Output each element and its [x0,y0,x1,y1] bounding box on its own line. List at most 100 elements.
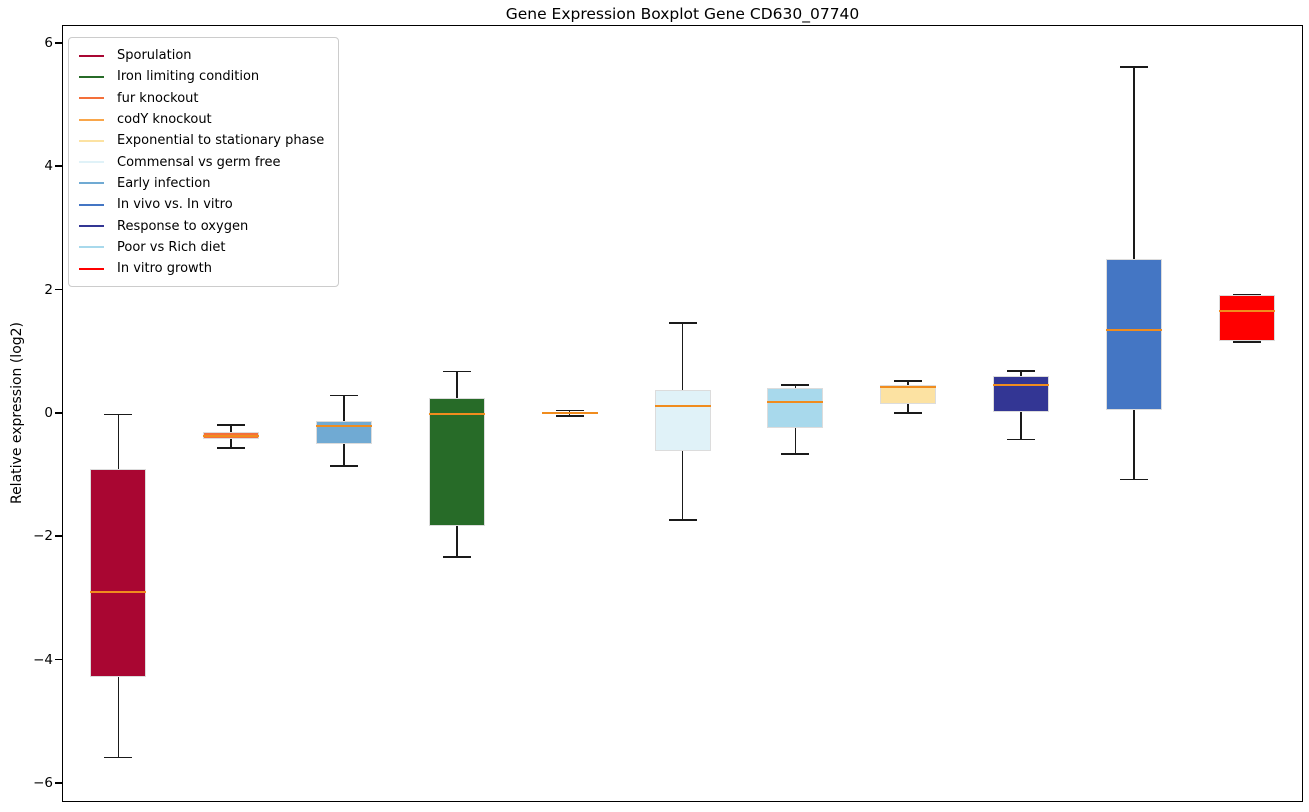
legend-label: Commensal vs germ free [117,154,281,170]
y-tick-mark [55,782,62,784]
boxplot-box-sporulation [90,469,147,677]
legend-swatch-fur-knockout [79,97,104,100]
whisker-cap-low-fur-knockout [217,447,246,449]
legend-swatch-sporulation [79,54,104,57]
y-tick-mark [55,412,62,414]
legend-item-response-to-oxygen: Response to oxygen [79,215,324,236]
median-line-exponential-to-stationary-phase [880,385,937,388]
median-line-commensal-vs-germ-free [654,405,711,408]
y-tick-label: −6 [33,774,53,791]
legend-label: Early infection [117,175,211,191]
whisker-lower-exponential-to-stationary-phase [907,404,909,413]
boxplot-box-response-to-oxygen [992,375,1049,413]
median-line-in-vivo-vs-in-vitro [1105,329,1162,332]
whisker-lower-response-to-oxygen [1020,412,1022,440]
whisker-cap-high-poor-vs-rich-diet [781,384,810,386]
y-tick-label: 4 [44,158,53,175]
legend-label: Sporulation [117,48,192,64]
legend-item-sporulation: Sporulation [79,45,324,66]
whisker-upper-commensal-vs-germ-free [681,322,684,391]
boxplot-box-in-vivo-vs-in-vitro [1105,259,1162,410]
whisker-cap-high-response-to-oxygen [1006,370,1035,372]
legend: Sporulation Iron limiting condition fur kn… [68,37,340,288]
whisker-cap-low-cody-knockout [555,415,584,417]
legend-swatch-iron-limiting-condition [79,75,104,78]
legend-item-iron-limiting-condition: Iron limiting condition [79,66,324,87]
whisker-lower-in-vivo-vs-in-vitro [1133,409,1135,480]
y-tick-mark [55,288,62,291]
legend-swatch-cody-knockout [79,118,104,121]
whisker-cap-high-iron-limiting-condition [442,370,471,373]
whisker-cap-low-in-vivo-vs-in-vitro [1119,478,1148,481]
whisker-upper-iron-limiting-condition [456,371,458,399]
whisker-cap-high-commensal-vs-germ-free [668,322,697,324]
whisker-cap-high-in-vitro-growth [1232,293,1261,296]
whisker-cap-low-sporulation [104,756,133,759]
legend-item-cody-knockout: codY knockout [79,109,324,130]
median-line-early-infection [316,425,373,428]
whisker-cap-low-poor-vs-rich-diet [781,453,810,455]
whisker-cap-high-fur-knockout [217,424,246,426]
chart-title: Gene Expression Boxplot Gene CD630_07740 [505,5,860,23]
legend-swatch-poor-vs-rich-diet [79,246,104,249]
legend-label: Exponential to stationary phase [117,133,325,149]
whisker-cap-high-in-vivo-vs-in-vitro [1119,66,1148,68]
whisker-cap-high-sporulation [104,413,133,416]
boxplot-box-in-vitro-growth [1218,295,1275,342]
legend-label: codY knockout [117,112,212,128]
legend-item-early-infection: Early infection [79,173,324,194]
legend-swatch-commensal-vs-germ-free [79,161,104,164]
whisker-cap-high-exponential-to-stationary-phase [894,380,923,382]
y-tick-label: 2 [44,281,53,298]
legend-swatch-in-vivo-vs-in-vitro [79,203,104,206]
whisker-upper-exponential-to-stationary-phase [907,380,909,385]
median-line-poor-vs-rich-diet [767,400,824,403]
median-line-cody-knockout [541,411,598,414]
legend-item-poor-vs-rich-diet: Poor vs Rich diet [79,237,324,258]
y-tick-label: 0 [44,404,53,421]
whisker-upper-in-vivo-vs-in-vitro [1133,66,1135,260]
whisker-upper-early-infection [343,395,345,421]
whisker-cap-low-in-vitro-growth [1232,341,1261,343]
boxplot-box-commensal-vs-germ-free [654,390,711,452]
whisker-lower-early-infection [343,444,345,466]
whisker-cap-low-exponential-to-stationary-phase [894,412,923,414]
whisker-upper-sporulation [117,414,120,469]
whisker-cap-high-early-infection [330,394,359,397]
legend-item-in-vitro-growth: In vitro growth [79,258,324,279]
whisker-cap-low-response-to-oxygen [1006,438,1035,441]
median-line-response-to-oxygen [992,384,1049,387]
boxplot-box-poor-vs-rich-diet [767,387,824,428]
whisker-lower-cody-knockout [568,414,571,416]
whisker-lower-sporulation [117,676,120,758]
legend-swatch-response-to-oxygen [79,225,104,228]
legend-label: In vivo vs. In vitro [117,197,233,213]
legend-label: In vitro growth [117,261,212,277]
legend-swatch-exponential-to-stationary-phase [79,139,104,142]
y-tick-mark [55,165,62,167]
legend-swatch-early-infection [79,182,104,185]
median-line-in-vitro-growth [1218,310,1275,313]
legend-item-in-vivo-vs-in-vitro: In vivo vs. In vitro [79,194,324,215]
y-tick-mark [55,42,62,44]
legend-label: Poor vs Rich diet [117,239,226,255]
y-tick-mark [55,535,62,537]
whisker-cap-high-cody-knockout [555,409,584,412]
whisker-lower-iron-limiting-condition [456,525,458,558]
median-line-iron-limiting-condition [428,412,485,415]
median-line-fur-knockout [203,434,260,437]
whisker-cap-low-early-infection [330,465,359,467]
whisker-lower-commensal-vs-germ-free [681,451,684,521]
y-tick-label: 6 [44,34,53,51]
whisker-upper-response-to-oxygen [1020,370,1022,376]
legend-item-fur-knockout: fur knockout [79,88,324,109]
whisker-upper-fur-knockout [230,425,232,432]
legend-item-commensal-vs-germ-free: Commensal vs germ free [79,151,324,172]
y-tick-label: −2 [33,528,53,545]
legend-label: Iron limiting condition [117,69,260,85]
whisker-lower-fur-knockout [230,439,232,449]
whisker-cap-low-iron-limiting-condition [442,556,471,558]
legend-item-exponential-to-stationary-phase: Exponential to stationary phase [79,130,324,151]
boxplot-box-early-infection [316,420,373,445]
